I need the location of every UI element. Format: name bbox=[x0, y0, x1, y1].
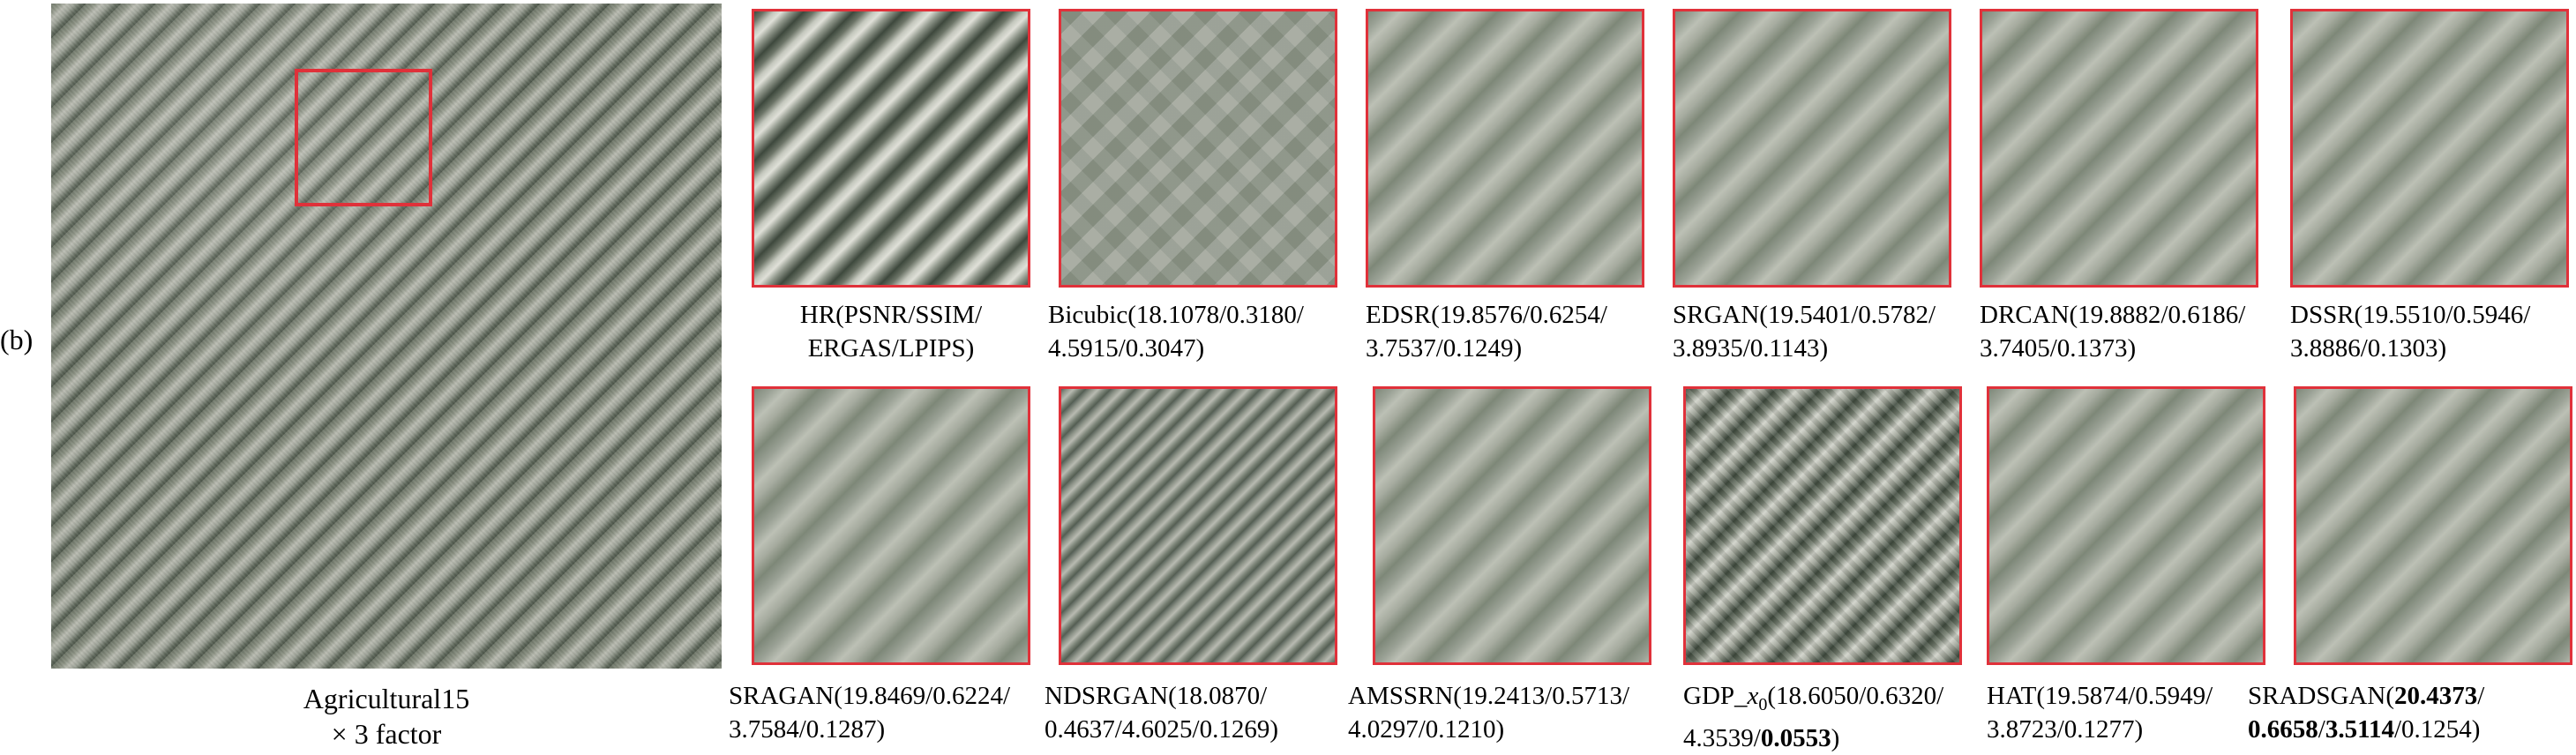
image-texture bbox=[51, 4, 722, 669]
thumb-gdp-x0 bbox=[1683, 386, 1962, 665]
thumb-ndsrgan bbox=[1059, 386, 1337, 665]
region-of-interest-box bbox=[295, 69, 432, 206]
thumb-hat bbox=[1987, 386, 2265, 665]
thumb-sragan bbox=[752, 386, 1030, 665]
caption-dssr: DSSR(19.5510/0.5946/ 3.8886/0.1303) bbox=[2290, 301, 2531, 363]
main-caption-title: Agricultural15 bbox=[303, 683, 470, 714]
caption-gdp-x0: GDP_x0(18.6050/0.6320/ 4.3539/0.0553) bbox=[1683, 682, 1944, 752]
caption-drcan: DRCAN(19.8882/0.6186/ 3.7405/0.1373) bbox=[1980, 301, 2246, 363]
agricultural-main-image bbox=[51, 4, 722, 669]
thumb-hr bbox=[752, 9, 1030, 288]
thumb-dssr bbox=[2290, 9, 2569, 288]
caption-bicubic: Bicubic(18.1078/0.3180/ 4.5915/0.3047) bbox=[1048, 301, 1304, 363]
thumb-amssrn bbox=[1373, 386, 1651, 665]
thumb-edsr bbox=[1366, 9, 1644, 288]
caption-sragan: SRAGAN(19.8469/0.6224/ 3.7584/0.1287) bbox=[729, 682, 1011, 744]
caption-edsr: EDSR(19.8576/0.6254/ 3.7537/0.1249) bbox=[1366, 301, 1607, 363]
caption-sradsgan: SRADSGAN(20.4373/ 0.6658/3.5114/0.1254) bbox=[2248, 682, 2485, 744]
caption-amssrn: AMSSRN(19.2413/0.5713/ 4.0297/0.1210) bbox=[1348, 682, 1630, 744]
thumb-bicubic bbox=[1059, 9, 1337, 288]
main-caption-scale: × 3 factor bbox=[331, 718, 442, 750]
thumb-drcan bbox=[1980, 9, 2258, 288]
caption-hat: HAT(19.5874/0.5949/ 3.8723/0.1277) bbox=[1987, 682, 2213, 744]
caption-hr: HR(PSNR/SSIM/ ERGAS/LPIPS) bbox=[799, 301, 983, 363]
caption-ndsrgan: NDSRGAN(18.0870/ 0.4637/4.6025/0.1269) bbox=[1045, 682, 1279, 744]
thumb-srgan bbox=[1673, 9, 1951, 288]
main-image-caption: Agricultural15 × 3 factor bbox=[51, 681, 722, 751]
panel-label: (b) bbox=[0, 324, 34, 355]
caption-srgan: SRGAN(19.5401/0.5782/ 3.8935/0.1143) bbox=[1673, 301, 1936, 363]
thumb-sradsgan bbox=[2294, 386, 2572, 665]
